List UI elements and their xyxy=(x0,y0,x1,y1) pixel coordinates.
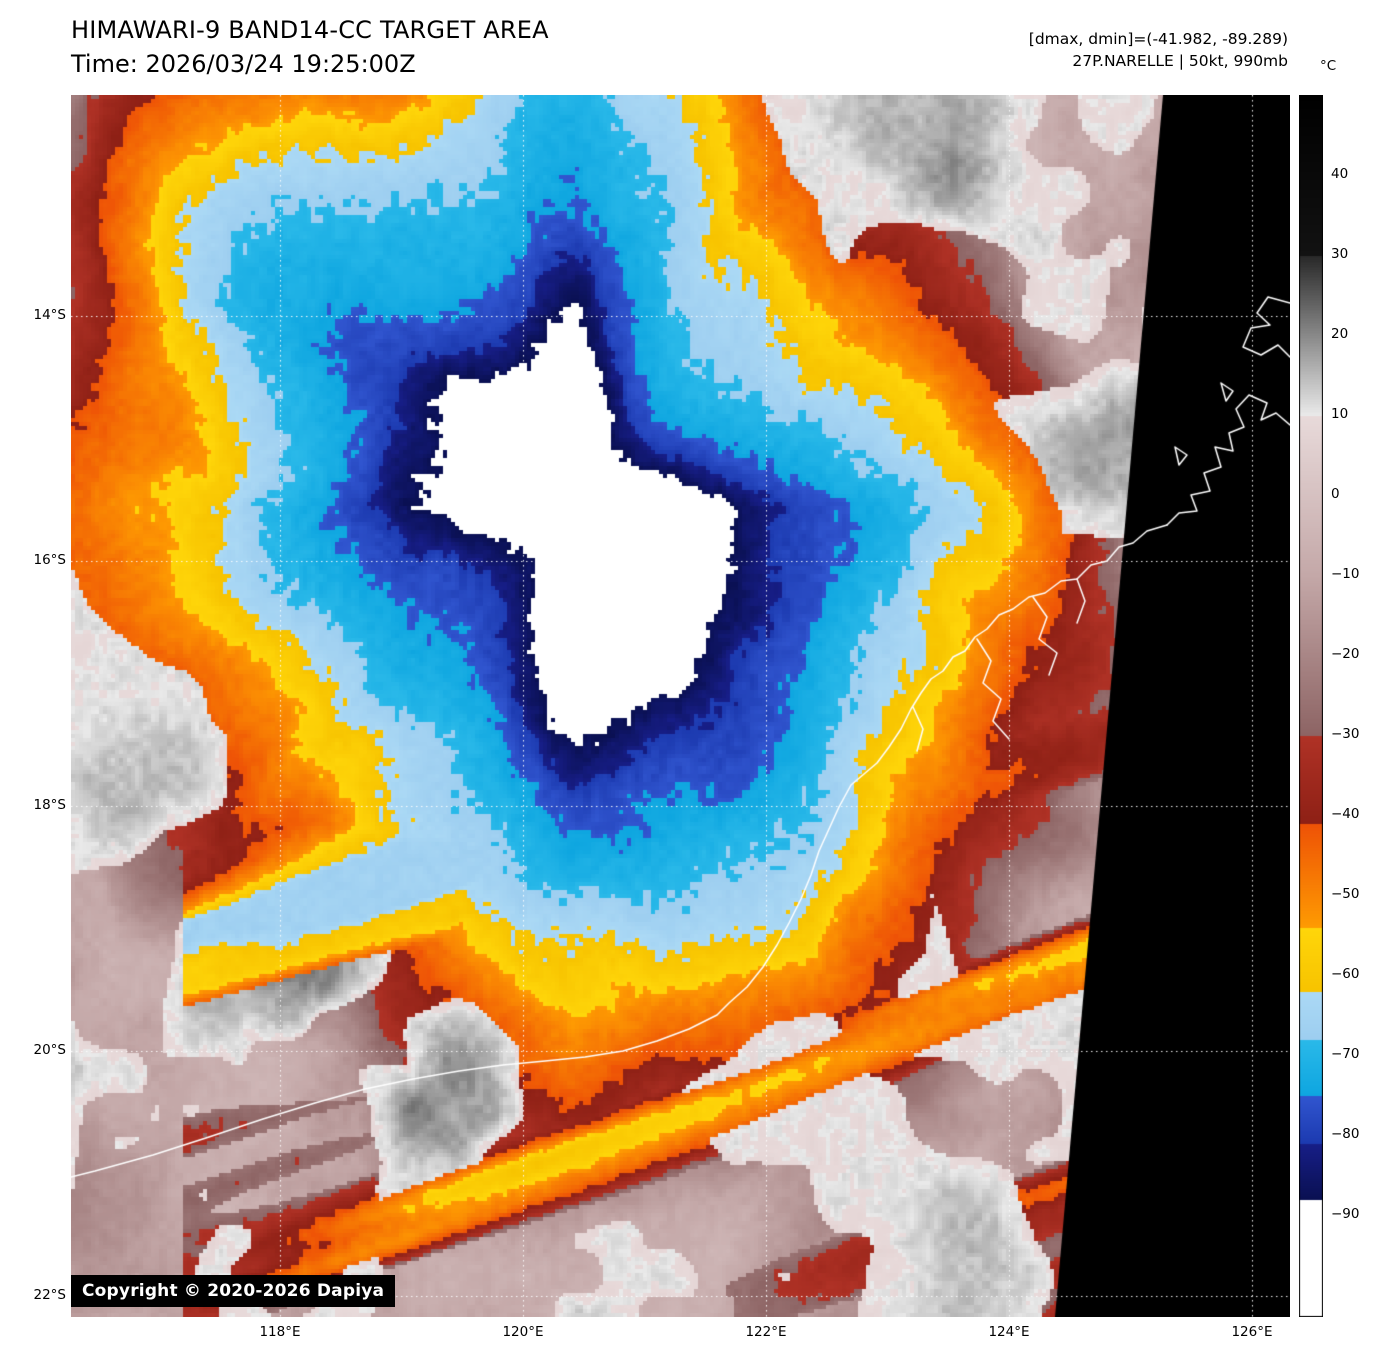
lon-tick-label: 124°E xyxy=(988,1324,1030,1340)
colorbar-tick-label: −60 xyxy=(1331,966,1360,982)
colorbar-tick-label: −40 xyxy=(1331,806,1360,822)
colorbar-tick-label: −10 xyxy=(1331,566,1360,582)
colorbar-tick-label: 10 xyxy=(1331,406,1349,422)
header-right: [dmax, dmin]=(-41.982, -89.289) 27P.NARE… xyxy=(860,28,1288,72)
colorbar-tick-label: −30 xyxy=(1331,726,1360,742)
colorbar-tick-label: −20 xyxy=(1331,646,1360,662)
satellite-map: Copyright © 2020-2026 Dapiya xyxy=(71,95,1290,1317)
copyright-badge: Copyright © 2020-2026 Dapiya xyxy=(71,1275,396,1307)
lon-tick-label: 118°E xyxy=(259,1324,301,1340)
storm-info: 27P.NARELLE | 50kt, 990mb xyxy=(1072,52,1288,70)
header-left: HIMAWARI-9 BAND14-CC TARGET AREA Time: 2… xyxy=(71,16,549,78)
colorbar xyxy=(1299,95,1323,1317)
satellite-image-canvas xyxy=(71,95,1290,1317)
lat-tick-label: 14°S xyxy=(33,306,67,323)
lon-tick-label: 122°E xyxy=(745,1324,787,1340)
lon-tick-label: 126°E xyxy=(1231,1324,1273,1340)
colorbar-unit-label: °C xyxy=(1320,58,1337,74)
colorbar-tick-label: 0 xyxy=(1331,486,1340,502)
figure-title: HIMAWARI-9 BAND14-CC TARGET AREA xyxy=(71,16,549,44)
colorbar-tick-label: 20 xyxy=(1331,326,1349,342)
colorbar-tick-label: −80 xyxy=(1331,1126,1360,1142)
lon-tick-label: 120°E xyxy=(502,1324,544,1340)
colorbar-tick-label: −70 xyxy=(1331,1046,1360,1062)
colorbar-tick-label: −50 xyxy=(1331,886,1360,902)
colorbar-tick-label: 40 xyxy=(1331,166,1349,182)
colorbar-tick-label: 30 xyxy=(1331,246,1349,262)
lat-tick-label: 18°S xyxy=(33,796,67,813)
lat-tick-label: 22°S xyxy=(33,1286,67,1303)
lat-tick-label: 16°S xyxy=(33,551,67,568)
dmax-dmin-readout: [dmax, dmin]=(-41.982, -89.289) xyxy=(1028,30,1288,48)
colorbar-tick-label: −90 xyxy=(1331,1206,1360,1222)
figure-timestamp: Time: 2026/03/24 19:25:00Z xyxy=(71,50,416,78)
lat-tick-label: 20°S xyxy=(33,1041,67,1058)
